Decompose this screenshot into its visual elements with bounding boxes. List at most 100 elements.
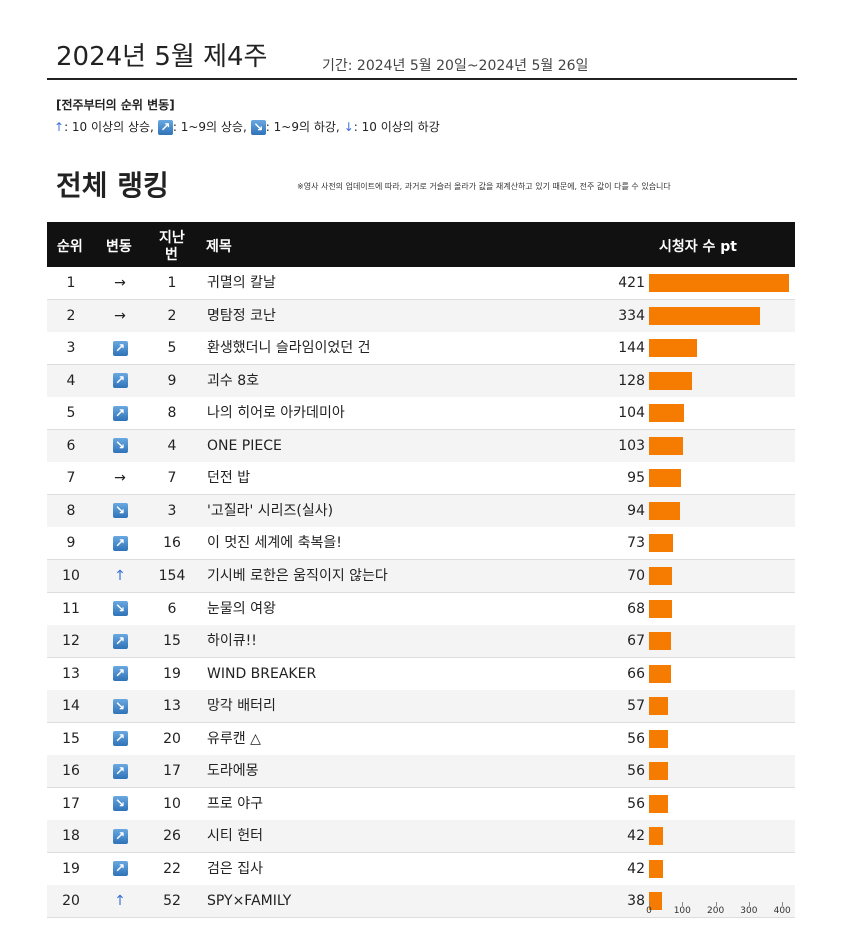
- divider: [47, 78, 797, 80]
- value: 128: [618, 372, 645, 389]
- change-cell: ↘: [103, 788, 137, 820]
- last-rank: 26: [163, 828, 181, 845]
- title: 눈물의 여왕: [207, 600, 276, 617]
- value: 103: [618, 437, 645, 454]
- bar: [649, 274, 790, 292]
- bar: [649, 501, 681, 520]
- change-cell: ↗: [103, 658, 137, 690]
- title: 망각 배터리: [207, 698, 276, 715]
- rank: 17: [62, 795, 80, 812]
- table-row: 11 ↘ 6 눈물의 여왕 68: [47, 592, 795, 626]
- section-title: 전체 랭킹: [56, 169, 169, 202]
- change-symbol: ↗: [112, 763, 128, 779]
- bar: [649, 827, 663, 846]
- bar: [649, 404, 684, 423]
- header-change: 변동: [106, 239, 132, 255]
- rank: 19: [62, 860, 80, 877]
- legend-text: : 10 이상의 상승,: [64, 120, 154, 134]
- change-symbol: ↘: [112, 698, 128, 714]
- change-cell: ↘: [103, 690, 137, 722]
- rank: 8: [66, 502, 76, 519]
- value: 66: [627, 665, 645, 682]
- last-rank: 13: [163, 698, 181, 715]
- tick-label: 300: [740, 906, 758, 916]
- last-rank: 3: [167, 502, 177, 519]
- last-rank: 5: [167, 340, 177, 357]
- title: 하이큐!!: [207, 633, 257, 650]
- value: 421: [618, 275, 645, 291]
- change-symbol: ↗: [112, 535, 128, 551]
- value: 104: [618, 405, 645, 422]
- header-last: 번: [165, 247, 178, 263]
- table-row: 14 ↘ 13 망각 배터리 57: [47, 690, 795, 724]
- change-symbol: ↗: [112, 861, 128, 877]
- change-symbol: ↗: [112, 666, 128, 682]
- rank: 20: [62, 893, 80, 910]
- last-rank: 9: [167, 372, 177, 389]
- bar: [649, 436, 684, 455]
- rank: 4: [66, 372, 76, 389]
- title: 나의 히어로 아카데미아: [207, 405, 345, 422]
- change-symbol: ↘: [112, 796, 128, 812]
- value: 42: [627, 828, 645, 845]
- legend-heading: [전주부터의 순위 변동]: [56, 98, 175, 112]
- tick-mark: [748, 902, 750, 906]
- rank: 13: [62, 665, 80, 682]
- bar: [649, 892, 662, 911]
- title: WIND BREAKER: [207, 665, 317, 682]
- change-cell: ↗: [103, 820, 137, 852]
- last-rank: 22: [163, 860, 181, 877]
- header-last: 지난: [159, 230, 185, 246]
- title: 환생했더니 슬라임이었던 건: [207, 340, 371, 357]
- table-row: 1 → 1 귀멸의 칼날 421: [47, 267, 795, 300]
- bar: [649, 566, 673, 585]
- value: 56: [627, 763, 645, 780]
- table-row: 12 ↗ 15 하이큐!! 67: [47, 625, 795, 659]
- tick-mark: [649, 902, 650, 906]
- note: ※영사 사전의 업데이트에 따라, 과거로 거슬러 올라가 값을 재계산하고 있…: [297, 182, 671, 191]
- change-symbol: ↑: [114, 567, 126, 584]
- table-row: 6 ↘ 4 ONE PIECE 103: [47, 429, 795, 463]
- rank: 18: [62, 828, 80, 845]
- tick-mark: [715, 902, 717, 906]
- last-rank: 154: [158, 567, 186, 584]
- value: 67: [627, 633, 645, 650]
- legend-symbol: ↓: [343, 120, 354, 134]
- bar: [649, 729, 668, 748]
- change-symbol: →: [114, 470, 126, 487]
- last-rank: 7: [167, 470, 177, 487]
- value: 56: [627, 730, 645, 747]
- bar: [649, 632, 672, 651]
- title: 시티 헌터: [207, 828, 263, 845]
- legend-text: : 10 이상의 하강: [353, 120, 440, 134]
- bar: [649, 371, 692, 390]
- rank: 5: [66, 405, 76, 422]
- last-rank: 8: [167, 405, 177, 422]
- change-cell: ↗: [103, 332, 137, 364]
- change-cell: →: [103, 462, 137, 494]
- change-cell: ↘: [103, 593, 137, 625]
- change-symbol: ↘: [112, 438, 128, 454]
- change-cell: ↗: [103, 365, 137, 397]
- tick-label: 0: [646, 906, 652, 916]
- change-cell: ↘: [103, 495, 137, 527]
- change-symbol: ↗: [112, 633, 128, 649]
- change-cell: ↘: [103, 430, 137, 462]
- bar: [649, 534, 674, 553]
- rank: 1: [66, 275, 76, 291]
- last-rank: 20: [163, 730, 181, 747]
- tick-mark: [782, 902, 784, 906]
- bar: [649, 339, 697, 358]
- last-rank: 16: [163, 535, 181, 552]
- bar: [649, 762, 668, 781]
- legend-symbol: ↗: [157, 120, 173, 135]
- header-value: 시청자 수 pt: [659, 239, 737, 255]
- bar: [649, 664, 671, 683]
- table-row: 7 → 7 던전 밥 95: [47, 462, 795, 496]
- rank: 2: [66, 307, 76, 324]
- rank: 7: [66, 470, 76, 487]
- tick-label: 400: [773, 906, 791, 916]
- last-rank: 2: [167, 307, 177, 324]
- rank: 16: [62, 763, 80, 780]
- table-row: 3 ↗ 5 환생했더니 슬라임이었던 건 144: [47, 332, 795, 366]
